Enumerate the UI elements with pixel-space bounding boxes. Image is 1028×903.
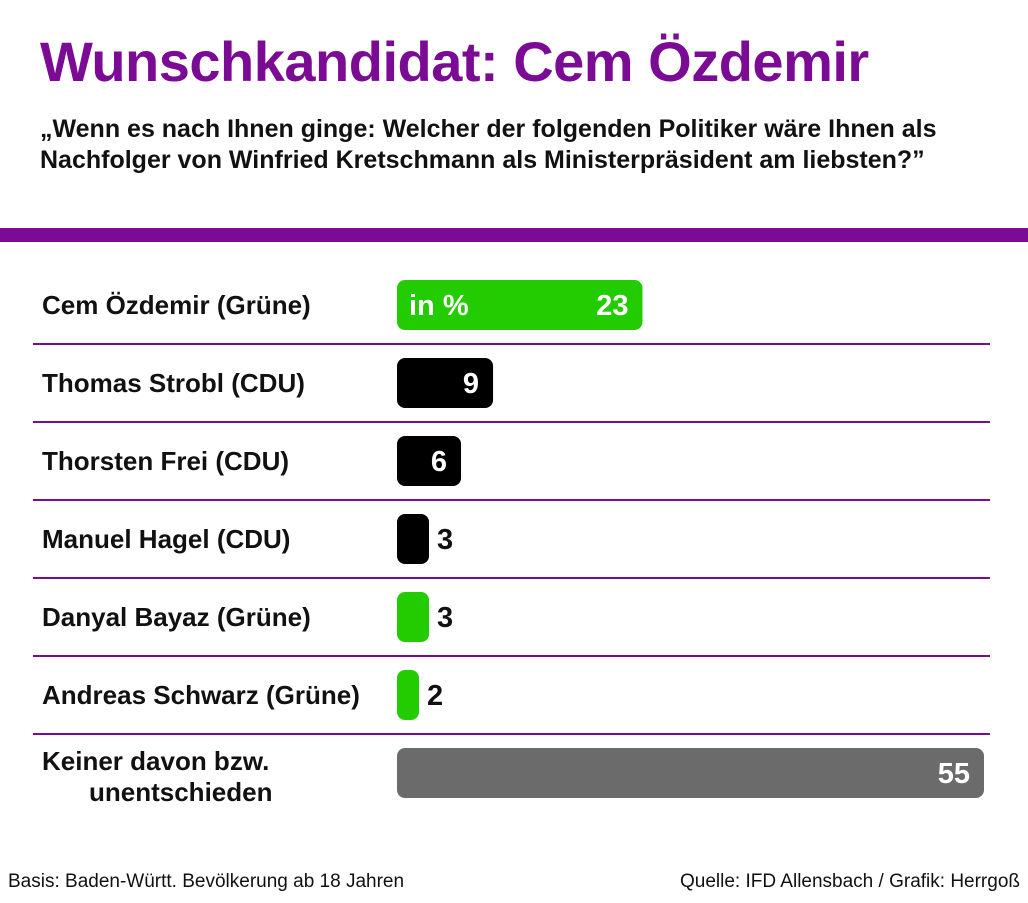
unit-label: in % [409, 290, 469, 322]
category-label: Thorsten Frei (CDU) [42, 446, 289, 476]
category-label: Andreas Schwarz (Grüne) [42, 680, 360, 710]
category-label: Danyal Bayaz (Grüne) [42, 602, 311, 632]
chart-subtitle: „Wenn es nach Ihnen ginge: Welcher der f… [40, 115, 937, 174]
bar [397, 358, 494, 408]
bar [397, 436, 462, 486]
bar [397, 592, 430, 642]
category-label: Keiner davon bzw. [42, 746, 269, 776]
bar [397, 748, 984, 798]
data-label: 55 [938, 758, 970, 790]
data-label: 2 [427, 680, 443, 712]
category-label: unentschieden [89, 777, 272, 807]
bar [397, 280, 643, 330]
data-label: 23 [596, 290, 628, 322]
data-label: 3 [437, 602, 453, 634]
category-label: Cem Özdemir (Grüne) [42, 290, 311, 320]
data-label: 3 [437, 524, 453, 556]
category-label: Thomas Strobl (CDU) [42, 368, 305, 398]
chart-title: Wunschkandidat: Cem Özdemir [40, 30, 869, 93]
category-label: Manuel Hagel (CDU) [42, 524, 290, 554]
source-credit: Quelle: IFD Allensbach / Grafik: Herrgoß [679, 871, 1020, 892]
header-divider [0, 228, 1028, 242]
bar [397, 670, 419, 720]
basis-note: Basis: Baden-Württ. Bevölkerung ab 18 Ja… [8, 871, 405, 892]
data-label: 6 [431, 446, 447, 478]
data-label: 9 [463, 368, 479, 400]
bar [397, 514, 430, 564]
